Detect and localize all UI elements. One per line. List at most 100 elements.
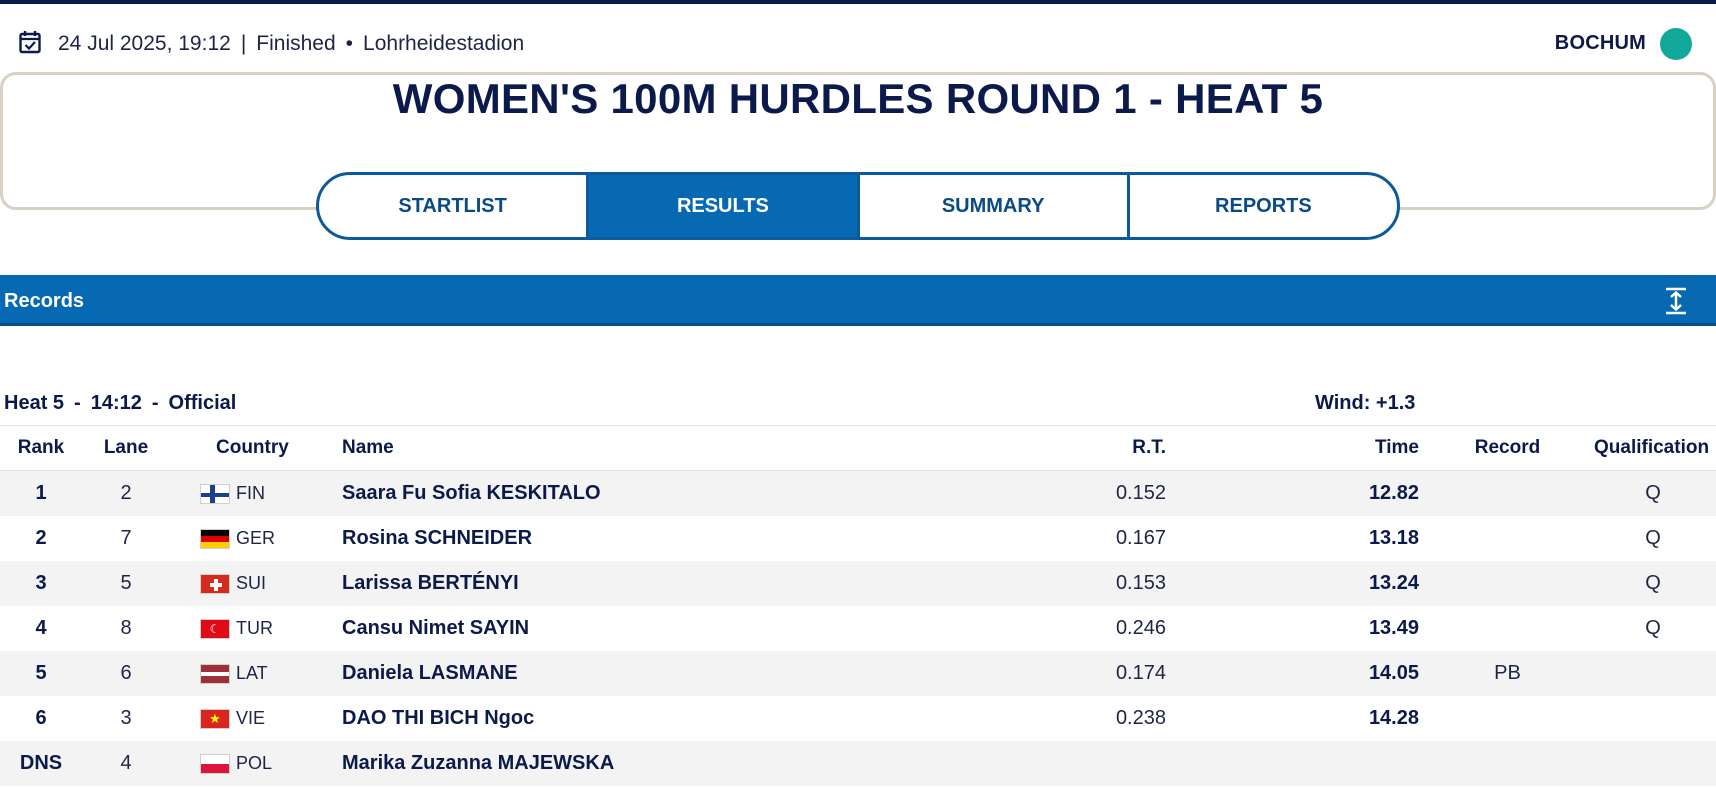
col-qualification[interactable]: Qualification <box>1594 437 1710 458</box>
table-row[interactable]: 1 2 FIN Saara Fu Sofia KESKITALO 0.152 1… <box>0 471 1716 516</box>
rank-cell: DNS <box>19 752 63 774</box>
col-time[interactable]: Time <box>1374 437 1419 458</box>
country-cell: POL <box>200 741 330 786</box>
event-status: Finished <box>256 32 336 55</box>
athlete-name-link[interactable]: Rosina SCHNEIDER <box>342 527 533 549</box>
event-meta-bar: 24 Jul 2025, 19:12 | Finished • Lohrheidesta… <box>0 4 1716 70</box>
status-dot-icon <box>1660 28 1692 60</box>
latvia-flag-icon <box>200 663 230 684</box>
lane-cell: 6 <box>120 662 132 684</box>
time-cell: 13.18 <box>1368 527 1419 549</box>
record-cell <box>1450 471 1565 516</box>
finland-flag-icon <box>200 483 230 504</box>
country-code: VIE <box>236 708 266 728</box>
country-code: SUI <box>236 573 267 593</box>
qualification-cell: Q <box>1645 527 1661 549</box>
records-accordion[interactable]: Records <box>0 275 1716 326</box>
qualification-cell <box>1590 741 1716 786</box>
heat-time: 14:12 <box>90 392 142 414</box>
tab-reports[interactable]: REPORTS <box>1215 194 1312 217</box>
athlete-name-link[interactable]: Larissa BERTÉNYI <box>342 572 519 594</box>
qualification-cell <box>1590 696 1716 741</box>
page-title: WOMEN'S 100M HURDLES ROUND 1 - HEAT 5 <box>392 75 1324 122</box>
table-header: Rank Lane Country Name R.T. Time Record … <box>0 425 1716 471</box>
reaction-time-cell: 0.167 <box>1115 527 1166 549</box>
rank-cell: 4 <box>35 617 47 639</box>
event-date: 24 Jul 2025, 19:12 <box>58 32 231 55</box>
time-cell: 13.49 <box>1368 617 1419 639</box>
tab-bar: STARTLIST RESULTS SUMMARY REPORTS <box>316 172 1400 240</box>
rank-cell: 6 <box>35 707 47 729</box>
germany-flag-icon <box>200 528 230 549</box>
records-label: Records <box>4 290 85 312</box>
record-cell: PB <box>1494 662 1521 684</box>
time-cell <box>1200 741 1419 786</box>
country-cell: GER <box>200 516 330 561</box>
table-row[interactable]: 5 6 LAT Daniela LASMANE 0.174 14.05 PB <box>0 651 1716 696</box>
time-cell: 12.82 <box>1368 482 1419 504</box>
rank-cell: 2 <box>35 527 47 549</box>
expand-vertical-icon[interactable] <box>1664 287 1688 315</box>
reaction-time-cell: 0.238 <box>1115 707 1166 729</box>
lane-cell: 8 <box>120 617 132 639</box>
reaction-time-cell <box>1000 741 1166 786</box>
heat-status: Official <box>168 392 237 414</box>
col-rank[interactable]: Rank <box>17 437 65 458</box>
event-venue: Lohrheidestadion <box>363 32 525 55</box>
reaction-time-cell: 0.153 <box>1115 572 1166 594</box>
lane-cell: 4 <box>120 752 132 774</box>
poland-flag-icon <box>200 753 230 774</box>
tab-results[interactable]: RESULTS <box>589 175 860 237</box>
col-rt[interactable]: R.T. <box>1132 437 1166 458</box>
col-name[interactable]: Name <box>342 437 394 458</box>
country-code: LAT <box>236 663 268 683</box>
rank-cell: 1 <box>35 482 47 504</box>
qualification-cell: Q <box>1645 572 1661 594</box>
rank-cell: 5 <box>35 662 47 684</box>
time-cell: 14.05 <box>1368 662 1419 684</box>
rank-cell: 3 <box>35 572 47 594</box>
record-cell <box>1450 696 1565 741</box>
table-row[interactable]: 2 7 GER Rosina SCHNEIDER 0.167 13.18 Q <box>0 516 1716 561</box>
athlete-name-link[interactable]: Marika Zuzanna MAJEWSKA <box>342 752 615 774</box>
country-cell: FIN <box>200 471 330 516</box>
event-meta: 24 Jul 2025, 19:12 | Finished • Lohrheidesta… <box>58 32 525 55</box>
table-row[interactable]: 6 3 ★ VIE DAO THI BICH Ngoc 0.238 14.28 <box>0 696 1716 741</box>
switzerland-flag-icon <box>200 573 230 594</box>
col-record[interactable]: Record <box>1474 437 1541 458</box>
record-cell <box>1450 741 1565 786</box>
record-cell <box>1450 516 1565 561</box>
turkey-flag-icon: ☾ <box>200 618 230 639</box>
col-lane[interactable]: Lane <box>103 437 149 458</box>
lane-cell: 3 <box>120 707 132 729</box>
country-cell: ☾ TUR <box>200 606 330 651</box>
lane-cell: 5 <box>120 572 132 594</box>
lane-cell: 2 <box>120 482 132 504</box>
athlete-name-link[interactable]: Daniela LASMANE <box>342 662 518 684</box>
city-label: BOCHUM <box>1554 32 1646 54</box>
table-row[interactable]: 4 8 ☾ TUR Cansu Nimet SAYIN 0.246 13.49 Q <box>0 606 1716 651</box>
tab-startlist[interactable]: STARTLIST <box>319 175 590 237</box>
qualification-cell: Q <box>1645 482 1661 504</box>
time-cell: 14.28 <box>1368 707 1419 729</box>
reaction-time-cell: 0.152 <box>1115 482 1166 504</box>
reaction-time-cell: 0.174 <box>1115 662 1166 684</box>
col-country[interactable]: Country <box>216 437 289 458</box>
country-cell: ★ VIE <box>200 696 330 741</box>
calendar-check-icon <box>19 31 41 54</box>
table-row[interactable]: 3 5 SUI Larissa BERTÉNYI 0.153 13.24 Q <box>0 561 1716 606</box>
country-cell: SUI <box>200 561 330 606</box>
qualification-cell <box>1590 651 1716 696</box>
table-row[interactable]: DNS 4 POL Marika Zuzanna MAJEWSKA <box>0 741 1716 786</box>
country-cell: LAT <box>200 651 330 696</box>
athlete-name-link[interactable]: DAO THI BICH Ngoc <box>342 707 535 729</box>
heat-info: Heat 5-14:12- Official <box>4 392 237 414</box>
athlete-name-link[interactable]: Cansu Nimet SAYIN <box>342 617 530 639</box>
tab-summary[interactable]: SUMMARY <box>860 175 1130 237</box>
qualification-cell: Q <box>1645 617 1661 639</box>
heat-name: Heat 5 <box>4 392 65 414</box>
country-code: TUR <box>236 618 273 638</box>
country-code: POL <box>236 753 273 773</box>
wind-reading: Wind: +1.3 <box>1315 392 1416 414</box>
athlete-name-link[interactable]: Saara Fu Sofia KESKITALO <box>342 482 601 504</box>
